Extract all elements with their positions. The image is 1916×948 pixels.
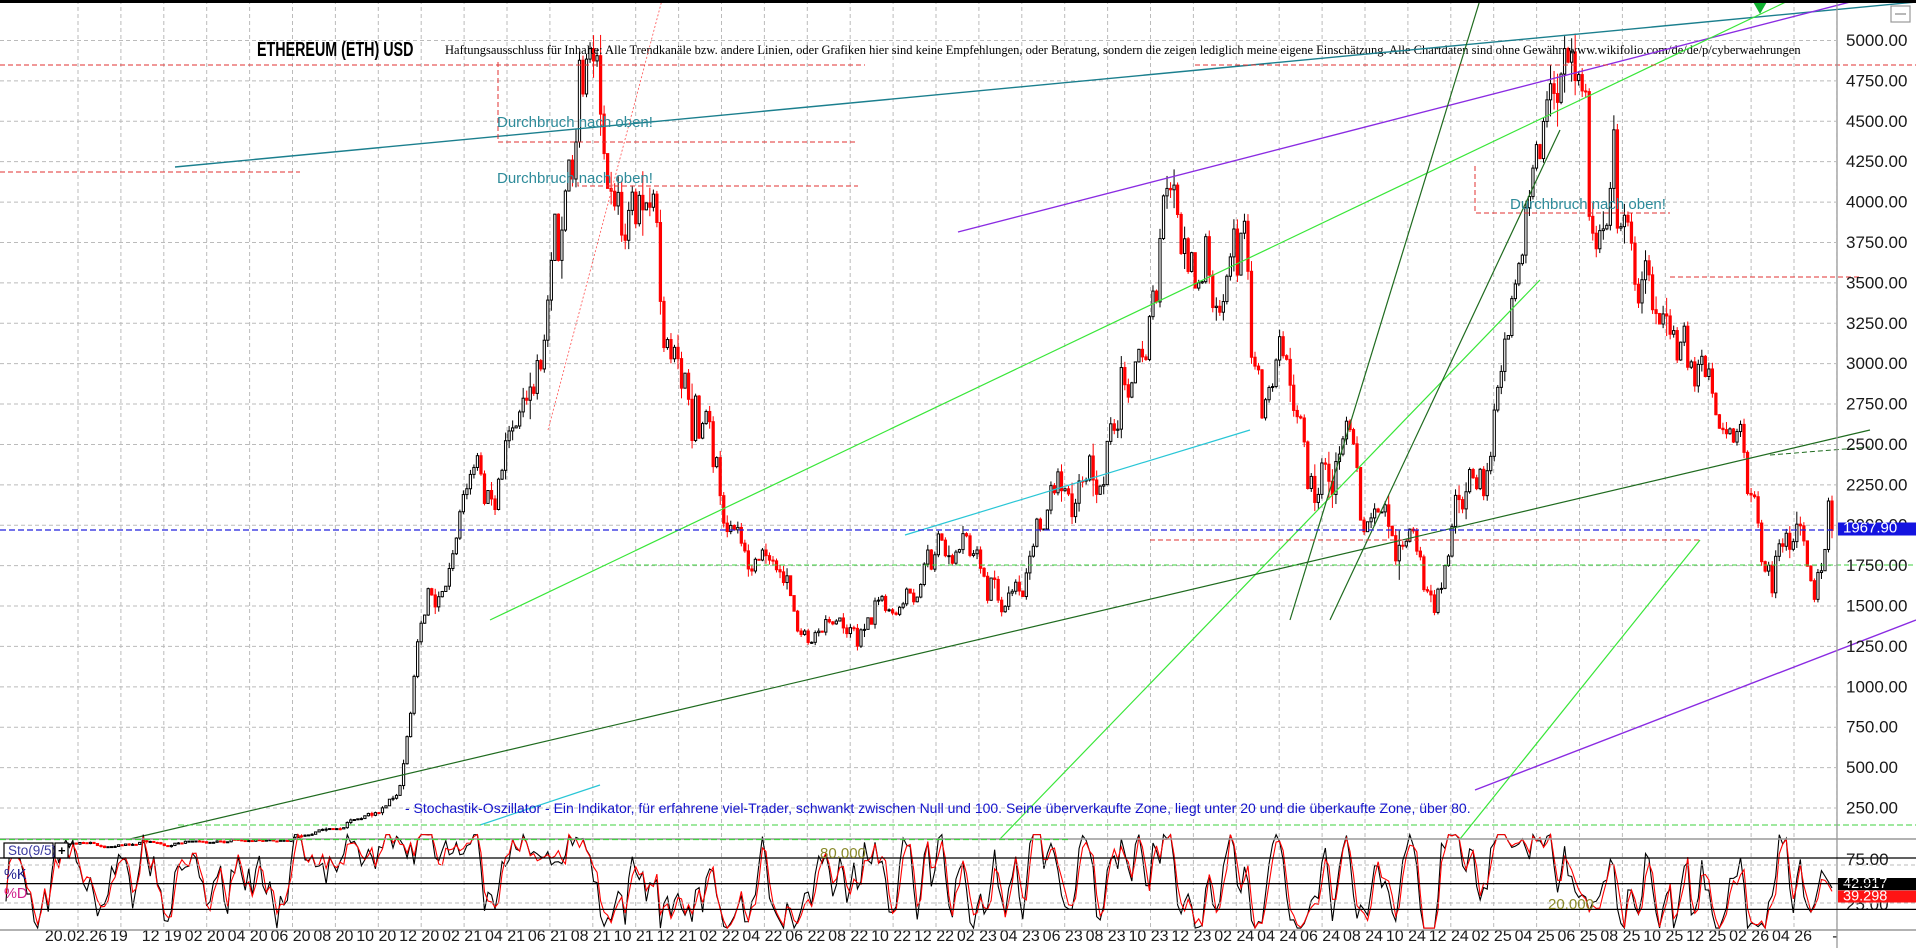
svg-text:75.00: 75.00 [1846, 850, 1889, 869]
svg-text:+: + [58, 843, 66, 858]
svg-text:250.00: 250.00 [1846, 799, 1898, 818]
svg-text:80.000: 80.000 [820, 845, 866, 862]
svg-text:39.298: 39.298 [1843, 889, 1887, 905]
svg-text:1750.00: 1750.00 [1846, 556, 1907, 575]
svg-text:4000.00: 4000.00 [1846, 193, 1907, 212]
svg-text:ETHEREUM (ETH) USD: ETHEREUM (ETH) USD [257, 38, 413, 61]
svg-text:750.00: 750.00 [1846, 718, 1898, 737]
svg-text:3000.00: 3000.00 [1846, 354, 1907, 373]
svg-text:3500.00: 3500.00 [1846, 273, 1907, 292]
svg-text:- Stochastik-Oszillator - Ein: - Stochastik-Oszillator - Ein Indikator,… [405, 800, 1471, 816]
svg-text:1967.90: 1967.90 [1843, 520, 1897, 537]
svg-text:Sto(9/5): Sto(9/5) [8, 843, 56, 858]
svg-text:1250.00: 1250.00 [1846, 637, 1907, 656]
svg-text:3750.00: 3750.00 [1846, 233, 1907, 252]
svg-text:3250.00: 3250.00 [1846, 314, 1907, 333]
svg-text:2500.00: 2500.00 [1846, 435, 1907, 454]
svg-text:500.00: 500.00 [1846, 758, 1898, 777]
svg-text:2750.00: 2750.00 [1846, 395, 1907, 414]
svg-text:2250.00: 2250.00 [1846, 475, 1907, 494]
svg-text:20.000: 20.000 [1548, 896, 1594, 913]
svg-text:5000.00: 5000.00 [1846, 31, 1907, 50]
svg-text:4500.00: 4500.00 [1846, 112, 1907, 131]
svg-text:4250.00: 4250.00 [1846, 152, 1907, 171]
svg-text:1000.00: 1000.00 [1846, 677, 1907, 696]
svg-text:Durchbruch nach oben!: Durchbruch nach oben! [497, 170, 653, 187]
svg-text:1500.00: 1500.00 [1846, 597, 1907, 616]
svg-text:%D: %D [4, 886, 27, 902]
svg-text:Durchbruch nach oben!: Durchbruch nach oben! [497, 114, 653, 131]
svg-text:%K: %K [4, 867, 27, 883]
svg-text:Durchbruch nach oben!: Durchbruch nach oben! [1510, 196, 1666, 213]
svg-text:4750.00: 4750.00 [1846, 71, 1907, 90]
